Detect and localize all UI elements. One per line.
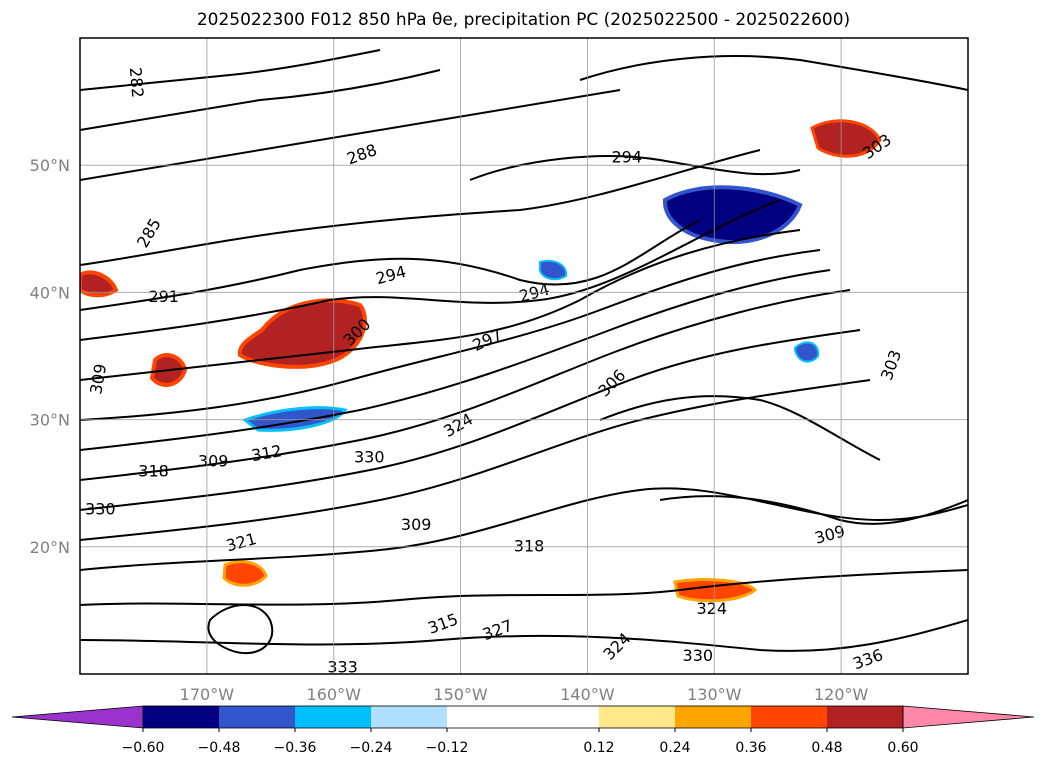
- contour-line: [80, 229, 801, 381]
- contour-line: [80, 199, 781, 341]
- precip-blob-blue-sw: [539, 259, 568, 281]
- lon-tick-label: 140°W: [560, 685, 615, 704]
- contour-label: 282: [126, 67, 148, 99]
- colorbar-segment: [827, 706, 903, 728]
- colorbar-segment: [219, 706, 295, 728]
- latitude-tick-labels: 20°N 30°N 40°N 50°N: [30, 156, 70, 557]
- lon-tick-label: 130°W: [687, 685, 742, 704]
- contour-line: [80, 569, 968, 606]
- colorbar-tick-label: 0.24: [659, 740, 690, 756]
- map-gridlines: [80, 38, 968, 674]
- lon-tick-label: 120°W: [814, 685, 869, 704]
- colorbar-tick-label: −0.36: [274, 740, 317, 756]
- contour-label: 330: [354, 447, 385, 466]
- precip-blob-blue-band: [241, 406, 348, 432]
- colorbar-segment: [675, 706, 751, 728]
- colorbar-tick-label: −0.48: [198, 740, 241, 756]
- colorbar-tick-label: −0.12: [426, 740, 469, 756]
- theta-e-contours: [80, 49, 968, 655]
- contour-label: 291: [148, 287, 179, 306]
- contour-label: 330: [683, 646, 714, 665]
- contour-label: 309: [401, 515, 432, 534]
- contour-label: 294: [611, 147, 642, 166]
- lon-tick-label: 160°W: [307, 685, 362, 704]
- contour-line: [80, 249, 821, 421]
- precip-blob-orange-southwest: [222, 560, 268, 587]
- contour-line: [659, 495, 968, 525]
- contour-line: [80, 619, 968, 652]
- lat-tick-label: 20°N: [30, 538, 70, 557]
- colorbar-frame: [142, 705, 904, 729]
- lat-tick-label: 30°N: [30, 411, 70, 430]
- contour-line: [80, 289, 851, 481]
- longitude-tick-labels: 170°W 160°W 150°W 140°W 130°W 120°W: [180, 685, 869, 704]
- chart-title: 2025022300 F012 850 hPa θe, precipitatio…: [196, 10, 851, 30]
- colorbar-extend-high: [902, 705, 1035, 729]
- contour-line: [80, 379, 871, 541]
- colorbar-segment: [371, 706, 447, 728]
- lat-tick-label: 40°N: [30, 283, 70, 302]
- contour-line: [80, 487, 968, 571]
- colorbar-segment: [295, 706, 371, 728]
- colorbar-segment: [751, 706, 827, 728]
- contour-label: 318: [138, 461, 169, 480]
- colorbar-tick-label: 0.36: [735, 740, 766, 756]
- lat-tick-label: 50°N: [30, 156, 70, 175]
- contour-line: [599, 395, 881, 461]
- contour-line: [80, 149, 761, 266]
- colorbar-tick-label: 0.48: [811, 740, 842, 756]
- contour-line: [80, 219, 701, 311]
- colorbar-segment: [143, 706, 219, 728]
- contour-line: [80, 69, 441, 131]
- contour-label: 333: [327, 657, 358, 676]
- contour-label: 324: [696, 599, 727, 618]
- colorbar-segment: [599, 706, 675, 728]
- colorbar-extend-low: [11, 705, 144, 729]
- map-frame: [79, 37, 969, 675]
- lon-tick-label: 170°W: [180, 685, 235, 704]
- colorbar-tick-label: −0.60: [122, 740, 165, 756]
- contour-line: [579, 55, 968, 91]
- contour-line: [207, 604, 274, 655]
- precip-blob-red-coast: [810, 119, 882, 158]
- precip-blob-blue-coast: [793, 341, 820, 363]
- contour-label: 330: [85, 500, 116, 519]
- colorbar-tick-label: −0.24: [350, 740, 393, 756]
- contour-label: 318: [514, 537, 545, 556]
- colorbar: [11, 705, 1035, 729]
- lon-tick-label: 150°W: [433, 685, 488, 704]
- colorbar-tick-label: 0.12: [583, 740, 614, 756]
- colorbar-tick-label: 0.60: [887, 740, 918, 756]
- colorbar-segment: [447, 706, 599, 728]
- contour-line: [80, 329, 861, 511]
- colorbar-tick-labels: −0.60 −0.48 −0.36 −0.24 −0.12 0.12 0.24 0.36 0.4…: [122, 728, 919, 756]
- contour-line: [80, 269, 831, 451]
- contour-label: 309: [198, 451, 229, 470]
